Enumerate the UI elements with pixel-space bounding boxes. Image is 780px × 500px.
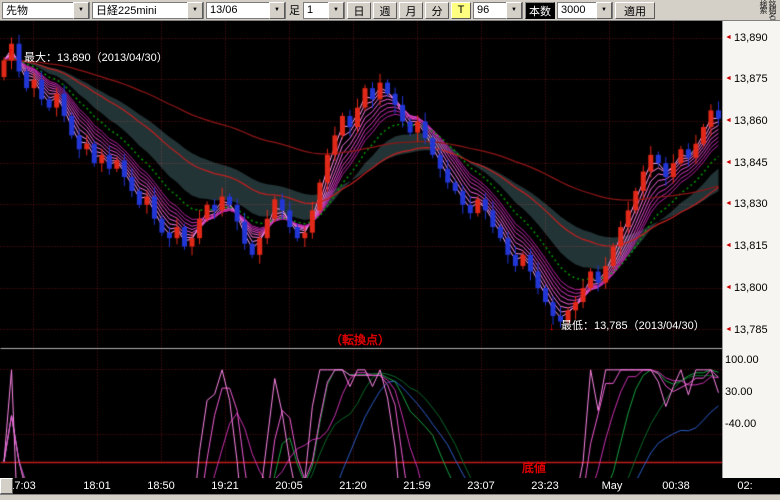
symbol-value: 日経225mini [96,5,157,17]
bars-interval-select[interactable]: 96 ▼ [473,1,523,19]
time-label: 00:38 [662,480,690,492]
osc-axis-label: 30.00 [725,386,753,398]
horizontal-scrollbar[interactable] [0,494,780,500]
time-label: 21:20 [339,480,367,492]
time-label: 23:07 [467,480,495,492]
scrollbar-corner[interactable] [0,478,13,494]
instrument-type-select[interactable]: 先物 ▼ [2,1,90,19]
max-annotation: 最大：13,890（2013/04/30） [24,52,168,64]
price-axis-label: 13,830 [733,198,768,210]
price-chart-canvas[interactable] [0,21,722,478]
apply-button[interactable]: 適用 [615,1,655,19]
time-label: 02: [737,480,753,492]
instrument-type-value: 先物 [6,5,28,17]
dropdown-arrow-icon[interactable]: ▼ [506,1,522,19]
price-axis-label: 13,785 [733,324,768,336]
time-label: May [601,480,623,492]
dropdown-arrow-icon[interactable]: ▼ [269,1,285,19]
axis-tick-icon: ◄ [725,284,732,291]
time-label: 17:03 [8,480,36,492]
contract-month-value: 13/06 [210,4,238,16]
contract-month-select[interactable]: 13/06 ▼ [206,1,286,19]
osc-axis-label: 100.00 [725,354,759,366]
chart-area: ↑ 最大：13,890（2013/04/30） ↓ 最低：13,785（2013… [0,21,722,478]
price-axis-label: 13,875 [733,73,768,85]
max-arrow-icon: ↑ [8,46,14,58]
axis-tick-icon: ◄ [725,200,732,207]
period-day-button[interactable]: 日 [347,1,371,19]
axis-tick-icon: ◄ [725,117,732,124]
min-arrow-icon: ↓ [549,321,555,333]
price-axis: ◄ 13,890 ◄ 13,875 ◄ 13,860 ◄ 13,845 ◄ 13,830 … [722,21,780,478]
min-annotation: 最低：13,785（2013/04/30） [561,320,705,332]
dropdown-arrow-icon[interactable]: ▼ [328,1,344,19]
period-week-button[interactable]: 週 [373,1,397,19]
time-label: 20:05 [275,480,303,492]
interval-value: 1 [307,4,314,16]
time-label: 18:50 [147,480,175,492]
honsu-toggle-button[interactable]: 本数 [525,1,555,19]
price-axis-label: 13,890 [733,32,768,44]
interval-select[interactable]: 1 ▼ [303,1,345,19]
bars-interval-value: 96 [477,4,490,16]
time-label: 23:23 [531,480,559,492]
symbol-search-label: 銘柄名検索 [759,0,777,18]
axis-tick-icon: ◄ [725,159,732,166]
price-axis-label: 13,800 [733,282,768,294]
turning-point-annotation: （転換点） [330,333,391,347]
price-axis-label: 13,815 [733,240,768,252]
axis-tick-icon: ◄ [725,34,732,41]
dropdown-arrow-icon[interactable]: ▼ [73,1,89,19]
bars-count-value: 3000 [561,4,586,16]
time-label: 18:01 [83,480,111,492]
dropdown-arrow-icon[interactable]: ▼ [187,1,203,19]
time-label: 21:59 [403,480,431,492]
time-label: 19:21 [211,480,239,492]
price-axis-label: 13,860 [733,115,768,127]
axis-tick-icon: ◄ [725,326,732,333]
axis-tick-icon: ◄ [725,242,732,249]
price-axis-label: 13,845 [733,157,768,169]
bottom-value-annotation: 底値 [522,461,547,475]
symbol-select[interactable]: 日経225mini ▼ [92,1,204,19]
bars-count-select[interactable]: 3000 ▼ [557,1,613,19]
t-toggle-button[interactable]: T [451,1,471,19]
toolbar: 先物 ▼ 日経225mini ▼ 13/06 ▼ 足 1 ▼ 日 週 月 分 T… [0,0,780,21]
period-minute-button[interactable]: 分 [425,1,449,19]
dropdown-arrow-icon[interactable]: ▼ [596,1,612,19]
axis-tick-icon: ◄ [725,75,732,82]
period-month-button[interactable]: 月 [399,1,423,19]
osc-axis-label: -40.00 [725,418,757,430]
ashi-label: 足 [289,5,300,17]
time-axis: 17:03 18:01 18:50 19:21 20:05 21:20 21:5… [0,478,780,494]
